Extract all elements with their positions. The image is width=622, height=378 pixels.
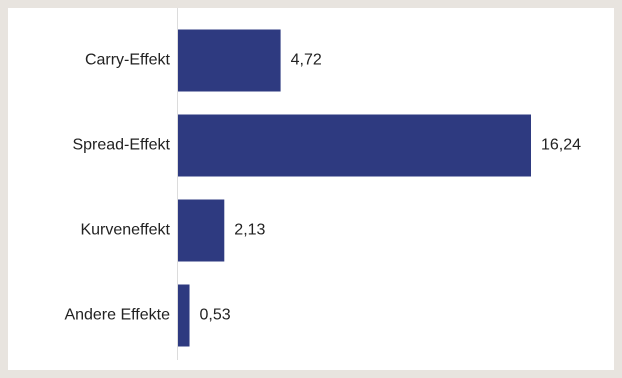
value-labels: 4,72 16,24 2,13 0,53 (200, 52, 582, 324)
value-label: 4,72 (291, 52, 322, 69)
bar (178, 284, 190, 347)
value-label: 16,24 (541, 137, 581, 154)
chart-panel: Carry-Effekt Spread-Effekt Kurveneffekt And… (8, 8, 614, 370)
bars (178, 29, 531, 347)
value-label: 0,53 (200, 307, 231, 324)
bar (178, 29, 281, 92)
category-label: Andere Effekte (64, 307, 170, 324)
bar (178, 199, 225, 262)
category-label: Spread-Effekt (72, 137, 170, 154)
category-label: Carry-Effekt (85, 52, 171, 69)
value-label: 2,13 (234, 222, 265, 239)
bar (178, 114, 531, 177)
bar-chart: Carry-Effekt Spread-Effekt Kurveneffekt And… (64, 8, 582, 360)
category-labels: Carry-Effekt Spread-Effekt Kurveneffekt And… (64, 52, 170, 324)
category-label: Kurveneffekt (80, 222, 170, 239)
